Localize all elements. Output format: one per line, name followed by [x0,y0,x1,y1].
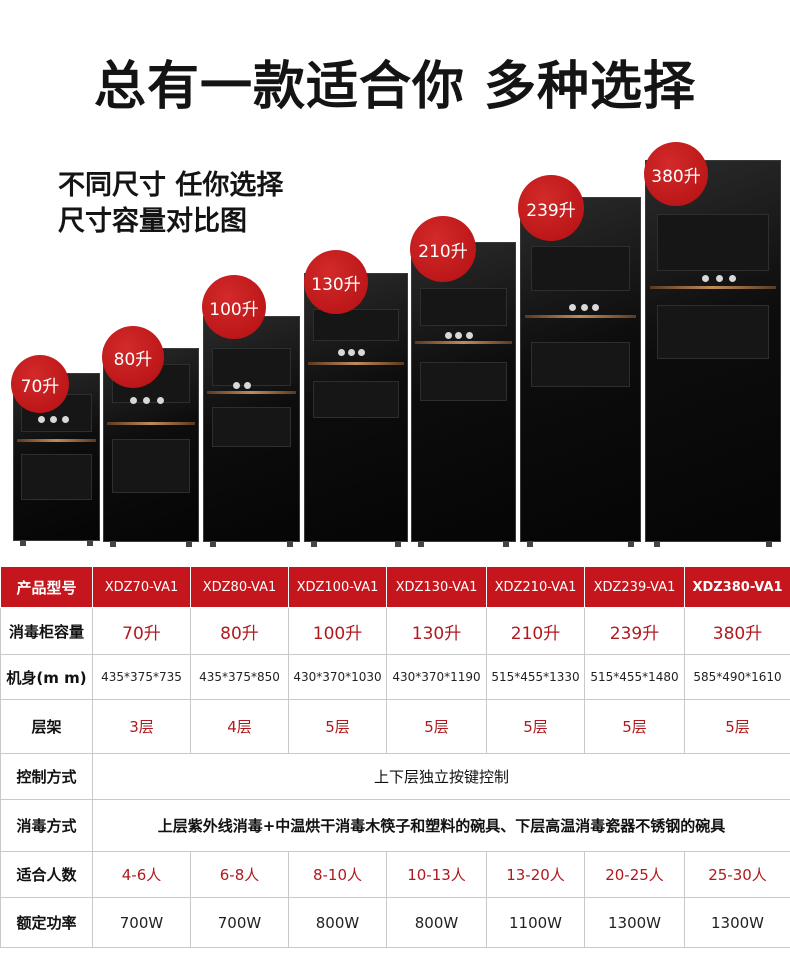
dimension-cell: 515*455*1480 [584,654,685,700]
cabinet-380l [645,160,781,547]
shelf-cell: 5层 [486,699,585,754]
people-cell: 8-10人 [288,851,387,898]
cabinet-239l [520,197,641,547]
capacity-badge-130: 130升 [304,250,368,314]
label-shelves: 层架 [0,699,93,754]
capacity-cell: 130升 [386,607,487,655]
label-capacity: 消毒柜容量 [0,607,93,655]
power-cell: 700W [190,897,289,948]
dimension-cell: 585*490*1610 [684,654,790,700]
capacity-badge-239: 239升 [518,175,584,241]
dimension-cell: 515*455*1330 [486,654,585,700]
cabinet-210l [411,242,516,547]
shelf-cell: 4层 [190,699,289,754]
cabinet-100l [203,316,300,547]
power-cell: 800W [288,897,387,948]
capacity-badge-100: 100升 [202,275,266,339]
capacity-badge-70: 70升 [11,355,69,413]
row-control: 控制方式 上下层独立按键控制 [0,753,790,800]
cabinet-130l [304,273,408,547]
page-headline: 总有一款适合你 多种选择 [93,57,697,117]
capacity-cell: 380升 [684,607,790,655]
dimension-cell: 435*375*850 [190,654,289,700]
shelf-cell: 5层 [288,699,387,754]
dimension-cell: 430*370*1190 [386,654,487,700]
power-cell: 1100W [486,897,585,948]
power-cell: 1300W [584,897,685,948]
model-cell-highlight: XDZ380-VA1 [684,566,790,608]
shelf-cell: 5层 [584,699,685,754]
shelf-cell: 5层 [386,699,487,754]
cabinet-size-illustration: 70升 80升 100升 130升 210升 [0,140,790,550]
dimension-cell: 435*375*735 [92,654,191,700]
capacity-cell: 80升 [190,607,289,655]
row-capacity: 消毒柜容量 70升 80升 100升 130升 210升 239升 380升 [0,607,790,655]
row-dimensions: 机身(m m) 435*375*735 435*375*850 430*370*… [0,654,790,700]
row-people: 适合人数 4-6人 6-8人 8-10人 10-13人 13-20人 20-25… [0,851,790,898]
spec-table: 产品型号 XDZ70-VA1 XDZ80-VA1 XDZ100-VA1 XDZ1… [0,566,790,948]
people-cell: 13-20人 [486,851,585,898]
people-cell: 20-25人 [584,851,685,898]
row-model: 产品型号 XDZ70-VA1 XDZ80-VA1 XDZ100-VA1 XDZ1… [0,566,790,608]
shelf-cell: 3层 [92,699,191,754]
model-cell: XDZ80-VA1 [190,566,289,608]
people-cell: 10-13人 [386,851,487,898]
people-cell: 6-8人 [190,851,289,898]
capacity-badge-80: 80升 [102,326,164,388]
people-cell: 4-6人 [92,851,191,898]
control-value: 上下层独立按键控制 [92,753,790,800]
capacity-badge-210: 210升 [410,216,476,282]
label-disinfection: 消毒方式 [0,799,93,852]
model-cell: XDZ70-VA1 [92,566,191,608]
power-cell: 1300W [684,897,790,948]
subtitle-line-2: 尺寸容量对比图 [58,206,247,237]
capacity-badge-380: 380升 [644,142,708,206]
capacity-cell: 239升 [584,607,685,655]
capacity-cell: 210升 [486,607,585,655]
label-model: 产品型号 [0,566,93,608]
shelf-cell: 5层 [684,699,790,754]
capacity-cell: 70升 [92,607,191,655]
model-cell: XDZ100-VA1 [288,566,387,608]
subtitle-line-1: 不同尺寸 任你选择 [58,170,284,201]
row-power: 额定功率 700W 700W 800W 800W 1100W 1300W 130… [0,897,790,948]
label-control: 控制方式 [0,753,93,800]
label-power: 额定功率 [0,897,93,948]
model-cell: XDZ239-VA1 [584,566,685,608]
model-cell: XDZ130-VA1 [386,566,487,608]
dimension-cell: 430*370*1030 [288,654,387,700]
power-cell: 700W [92,897,191,948]
label-dimensions: 机身(m m) [0,654,93,700]
capacity-cell: 100升 [288,607,387,655]
model-cell: XDZ210-VA1 [486,566,585,608]
people-cell: 25-30人 [684,851,790,898]
disinfection-value: 上层紫外线消毒+中温烘干消毒木筷子和塑料的碗具、下层高温消毒瓷器不锈钢的碗具 [92,799,790,852]
row-disinfection: 消毒方式 上层紫外线消毒+中温烘干消毒木筷子和塑料的碗具、下层高温消毒瓷器不锈钢… [0,799,790,852]
label-people: 适合人数 [0,851,93,898]
row-shelves: 层架 3层 4层 5层 5层 5层 5层 5层 [0,699,790,754]
power-cell: 800W [386,897,487,948]
